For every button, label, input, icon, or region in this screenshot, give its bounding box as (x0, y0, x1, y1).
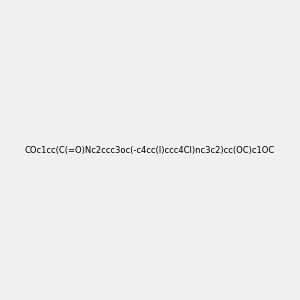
Text: COc1cc(C(=O)Nc2ccc3oc(-c4cc(I)ccc4Cl)nc3c2)cc(OC)c1OC: COc1cc(C(=O)Nc2ccc3oc(-c4cc(I)ccc4Cl)nc3… (25, 146, 275, 154)
